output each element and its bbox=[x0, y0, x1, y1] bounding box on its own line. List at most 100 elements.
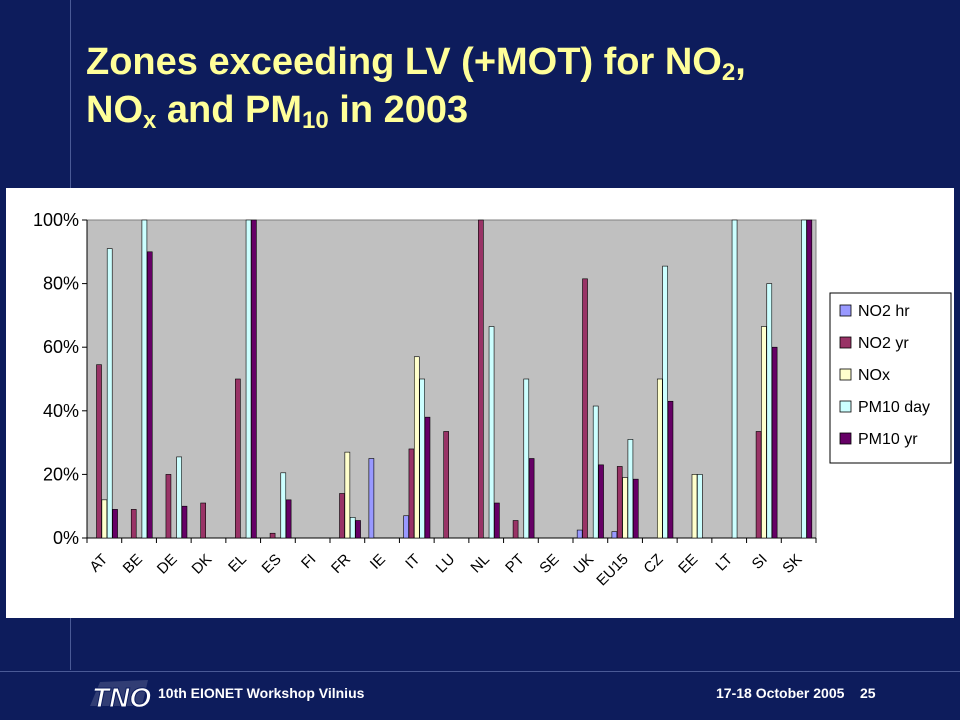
bar bbox=[622, 477, 628, 539]
bar bbox=[632, 478, 639, 539]
bar bbox=[245, 219, 252, 539]
legend-swatch bbox=[839, 368, 852, 381]
legend-label: NO2 hr bbox=[858, 303, 910, 320]
legend-swatch bbox=[839, 432, 852, 445]
bar bbox=[176, 456, 182, 539]
x-tick-label: SK bbox=[779, 551, 805, 577]
bar bbox=[801, 219, 807, 539]
bar bbox=[494, 502, 500, 539]
legend-swatch bbox=[839, 304, 852, 317]
bar bbox=[512, 520, 519, 539]
horizontal-rule bbox=[0, 671, 960, 672]
bar bbox=[106, 248, 113, 539]
bar bbox=[582, 278, 588, 539]
bar bbox=[130, 509, 137, 539]
x-tick-label: FR bbox=[328, 551, 354, 577]
x-tick-label: AT bbox=[86, 551, 111, 576]
bar bbox=[627, 439, 634, 539]
title-line-1: Zones exceeding LV (+MOT) for NO2, bbox=[86, 38, 746, 86]
bar bbox=[667, 400, 674, 539]
tno-logo: TNO bbox=[90, 680, 152, 714]
legend-label: PM10 day bbox=[858, 399, 930, 416]
title-text: and PM bbox=[156, 89, 303, 131]
bar bbox=[413, 356, 420, 539]
title-text: , bbox=[735, 41, 746, 83]
x-tick-label: EE bbox=[675, 551, 701, 577]
footer-event: 10th EIONET Workshop Vilnius bbox=[158, 685, 365, 701]
x-tick-label: EL bbox=[225, 551, 250, 576]
legend-swatch bbox=[839, 336, 852, 349]
y-tick-label: 60% bbox=[43, 337, 79, 357]
y-tick-label: 20% bbox=[43, 464, 79, 484]
bar bbox=[424, 416, 431, 539]
x-tick-label: FI bbox=[298, 551, 319, 572]
bar bbox=[478, 219, 484, 539]
bar bbox=[616, 466, 623, 539]
x-tick-label: PT bbox=[502, 551, 528, 577]
chart-container: 0% 20% 40% 60% 80% 100% AT BE DE DK EL ES FI FR IE IT LU… bbox=[6, 188, 954, 618]
bar bbox=[403, 515, 409, 539]
x-tick-label: LT bbox=[712, 551, 736, 575]
bar bbox=[96, 364, 102, 539]
y-tick-label: 80% bbox=[43, 274, 79, 294]
bar bbox=[200, 502, 206, 539]
bar bbox=[598, 464, 604, 539]
bar bbox=[368, 458, 375, 539]
bar bbox=[662, 265, 668, 539]
bar bbox=[112, 509, 118, 539]
bar bbox=[181, 505, 188, 539]
bar bbox=[419, 378, 425, 539]
legend-label: NOx bbox=[858, 367, 890, 384]
title-line-2: NOx and PM10 in 2003 bbox=[86, 86, 746, 134]
bar bbox=[285, 499, 292, 539]
x-tick-label: IT bbox=[402, 551, 423, 572]
bar-chart: 0% 20% 40% 60% 80% 100% AT BE DE DK EL ES FI FR IE IT LU… bbox=[33, 210, 952, 590]
x-tick-label: NL bbox=[467, 551, 493, 577]
title-text: Zones exceeding LV (+MOT) for NO bbox=[86, 41, 722, 83]
y-tick-label: 100% bbox=[33, 210, 79, 230]
title-subscript: 10 bbox=[302, 107, 329, 134]
bar bbox=[251, 219, 257, 539]
bar bbox=[766, 283, 773, 539]
bar bbox=[235, 378, 241, 539]
bar bbox=[141, 219, 148, 539]
x-tick-label: CZ bbox=[640, 551, 666, 577]
bar bbox=[592, 405, 599, 539]
bar bbox=[280, 472, 287, 539]
bar bbox=[656, 378, 663, 539]
x-tick-label: BE bbox=[120, 551, 146, 577]
bar bbox=[146, 251, 153, 539]
bar bbox=[339, 493, 345, 539]
x-tick-label: DK bbox=[189, 551, 216, 578]
page-number: 25 bbox=[860, 685, 876, 701]
bar bbox=[755, 431, 762, 539]
x-tick-label: LU bbox=[433, 551, 459, 577]
bar bbox=[523, 378, 530, 539]
bar bbox=[349, 517, 356, 539]
legend-swatch bbox=[839, 400, 852, 413]
bar bbox=[269, 532, 276, 539]
x-tick-label: DE bbox=[154, 551, 181, 578]
x-tick-label: SI bbox=[749, 551, 771, 573]
title-subscript: x bbox=[143, 107, 157, 134]
x-tick-label: ES bbox=[259, 551, 285, 577]
bar bbox=[731, 219, 738, 539]
plot-area bbox=[86, 219, 817, 539]
bar bbox=[691, 474, 698, 539]
x-tick-label: EU15 bbox=[593, 551, 632, 590]
slide-title: Zones exceeding LV (+MOT) for NO2, NOx a… bbox=[86, 38, 746, 134]
bar bbox=[576, 529, 583, 539]
bar bbox=[771, 346, 778, 539]
y-tick-label: 0% bbox=[53, 528, 79, 548]
footer-date: 17-18 October 2005 bbox=[716, 685, 845, 701]
bar bbox=[443, 431, 449, 539]
bar bbox=[806, 219, 813, 539]
legend-label: NO2 yr bbox=[858, 335, 909, 352]
title-text: in 2003 bbox=[328, 89, 469, 131]
bar bbox=[488, 326, 495, 539]
bar bbox=[528, 458, 535, 539]
bar bbox=[344, 451, 351, 539]
bar bbox=[697, 474, 703, 539]
bar bbox=[611, 531, 618, 539]
bar bbox=[355, 520, 361, 539]
